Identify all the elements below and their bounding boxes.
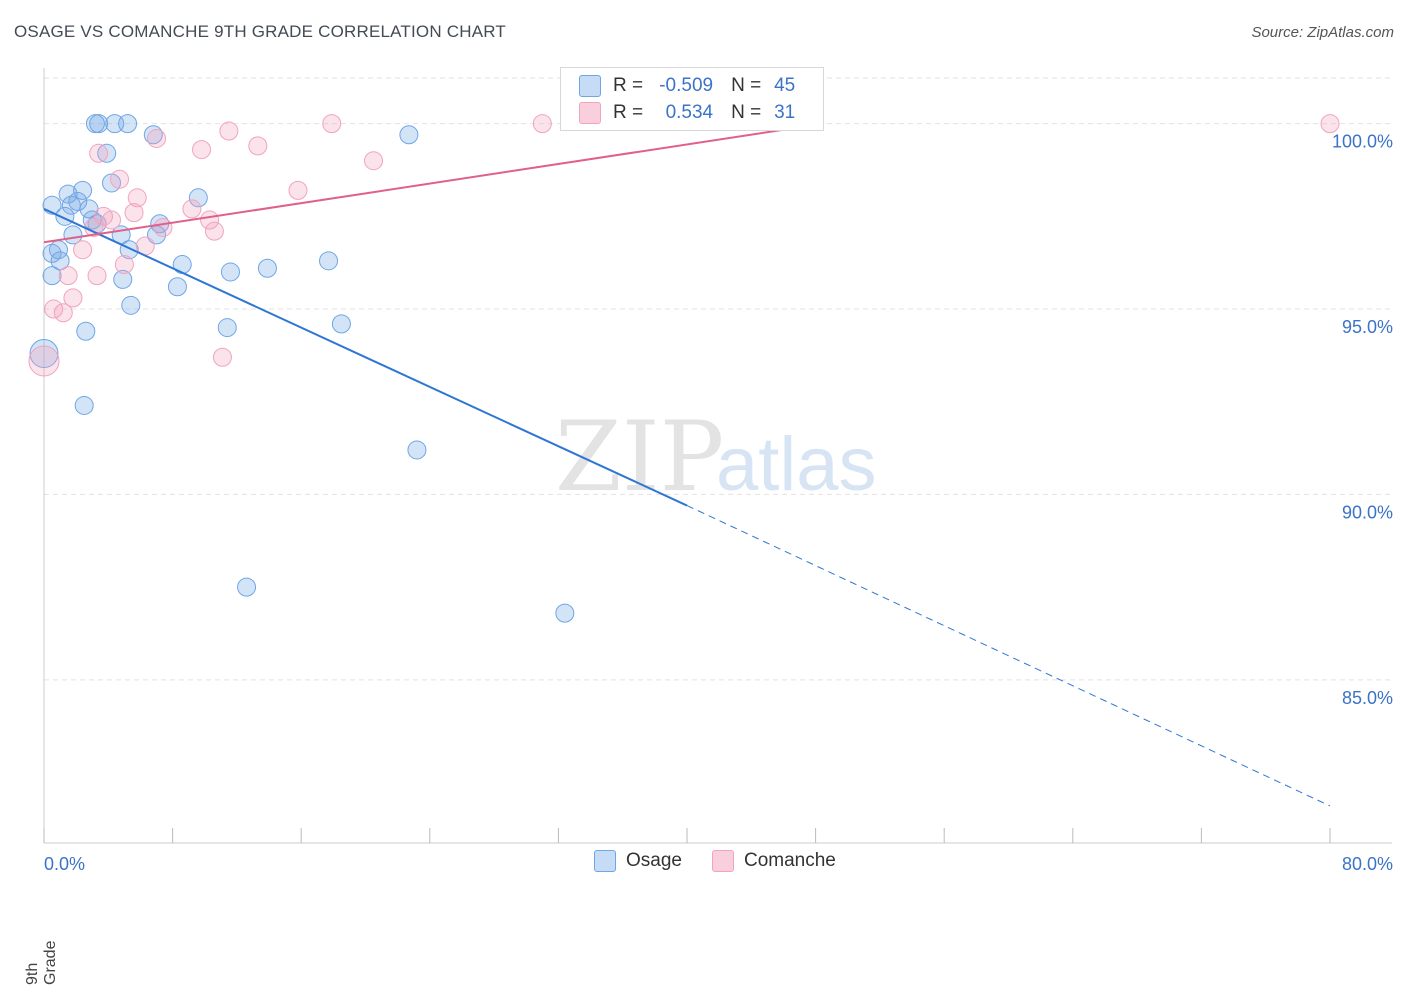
osage-point — [42, 243, 62, 263]
comanche-point — [53, 303, 73, 323]
comanche-point — [219, 121, 239, 141]
y-tick-label: 85.0% — [1342, 688, 1393, 708]
comanche-point — [153, 217, 173, 237]
chart-title: OSAGE VS COMANCHE 9TH GRADE CORRELATION … — [14, 22, 506, 41]
y-tick-label: 95.0% — [1342, 317, 1393, 337]
osage-point — [73, 180, 93, 200]
legend: Osage Comanche — [594, 850, 866, 872]
osage-point — [217, 318, 237, 338]
comanche-point — [73, 240, 93, 260]
y-axis-label: 9th Grade — [24, 940, 59, 985]
osage-point — [319, 251, 339, 271]
y-tick-label: 100.0% — [1332, 132, 1393, 152]
legend-item-comanche: Comanche — [711, 850, 836, 872]
comanche-point — [89, 143, 109, 163]
comanche-point — [102, 210, 122, 230]
osage-point — [237, 577, 257, 597]
x-tick-label-max: 80.0% — [1342, 854, 1393, 874]
comanche-trend-line — [43, 122, 824, 244]
comanche-point — [63, 288, 83, 308]
osage-r-value: -0.509 — [659, 75, 714, 96]
osage-point — [399, 125, 419, 145]
osage-point — [89, 114, 109, 134]
osage-r-label: R = — [613, 75, 644, 96]
legend-osage-swatch — [594, 850, 616, 872]
osage-trend-extension — [686, 505, 1331, 807]
comanche-point — [127, 188, 147, 208]
comanche-point — [322, 114, 342, 134]
comanche-point — [204, 221, 224, 241]
osage-point — [220, 262, 240, 282]
comanche-swatch — [579, 102, 601, 124]
osage-point — [555, 603, 575, 623]
osage-point — [50, 251, 70, 271]
osage-point — [257, 258, 277, 278]
comanche-point — [44, 299, 64, 319]
comanche-r-label: R = — [613, 102, 644, 123]
osage-point — [121, 295, 141, 315]
comanche-point — [532, 114, 552, 134]
osage-point — [407, 440, 427, 460]
osage-point — [68, 191, 88, 211]
comanche-point — [58, 266, 78, 286]
watermark-atlas: atlas — [716, 422, 877, 507]
comanche-point — [87, 266, 107, 286]
legend-comanche-label: Comanche — [743, 850, 836, 871]
legend-comanche-swatch — [711, 850, 734, 872]
legend-osage-label: Osage — [626, 850, 682, 871]
comanche-point — [147, 128, 167, 148]
osage-point — [29, 339, 59, 369]
comanche-n-label: N = — [731, 102, 762, 123]
stats-box: R = -0.509 N = 45 R = 0.534 N = 31 — [560, 67, 824, 131]
osage-n-value: 45 — [774, 75, 796, 96]
stats-row-osage: R = -0.509 N = 45 — [579, 74, 795, 98]
osage-point — [76, 321, 96, 341]
comanche-point — [28, 345, 60, 377]
comanche-point — [288, 180, 308, 200]
y-tick-label: 90.0% — [1342, 502, 1393, 522]
comanche-r-value: 0.534 — [665, 102, 714, 123]
comanche-point — [248, 136, 268, 156]
osage-point — [331, 314, 351, 334]
osage-point — [42, 266, 62, 286]
comanche-point — [110, 169, 130, 189]
osage-point — [143, 125, 163, 145]
x-tick-label-min: 0.0% — [44, 854, 85, 874]
comanche-point — [192, 140, 212, 160]
comanche-point — [124, 203, 144, 223]
comanche-point — [114, 255, 134, 275]
stats-row-comanche: R = 0.534 N = 31 — [579, 101, 795, 125]
osage-point — [167, 277, 187, 297]
osage-point — [188, 188, 208, 208]
comanche-point — [212, 347, 232, 367]
osage-point — [118, 114, 138, 134]
osage-point — [97, 143, 117, 163]
comanche-n-value: 31 — [774, 102, 796, 123]
osage-point — [74, 395, 94, 415]
osage-swatch — [579, 75, 601, 97]
osage-point — [58, 184, 78, 204]
legend-item-osage: Osage — [594, 850, 682, 872]
comanche-point — [1320, 114, 1340, 134]
osage-trend-line — [43, 208, 688, 507]
comanche-point — [364, 151, 384, 171]
comanche-point — [182, 199, 202, 219]
osage-point — [113, 269, 133, 289]
osage-n-label: N = — [731, 75, 762, 96]
source-label: Source: ZipAtlas.com — [1251, 24, 1394, 41]
